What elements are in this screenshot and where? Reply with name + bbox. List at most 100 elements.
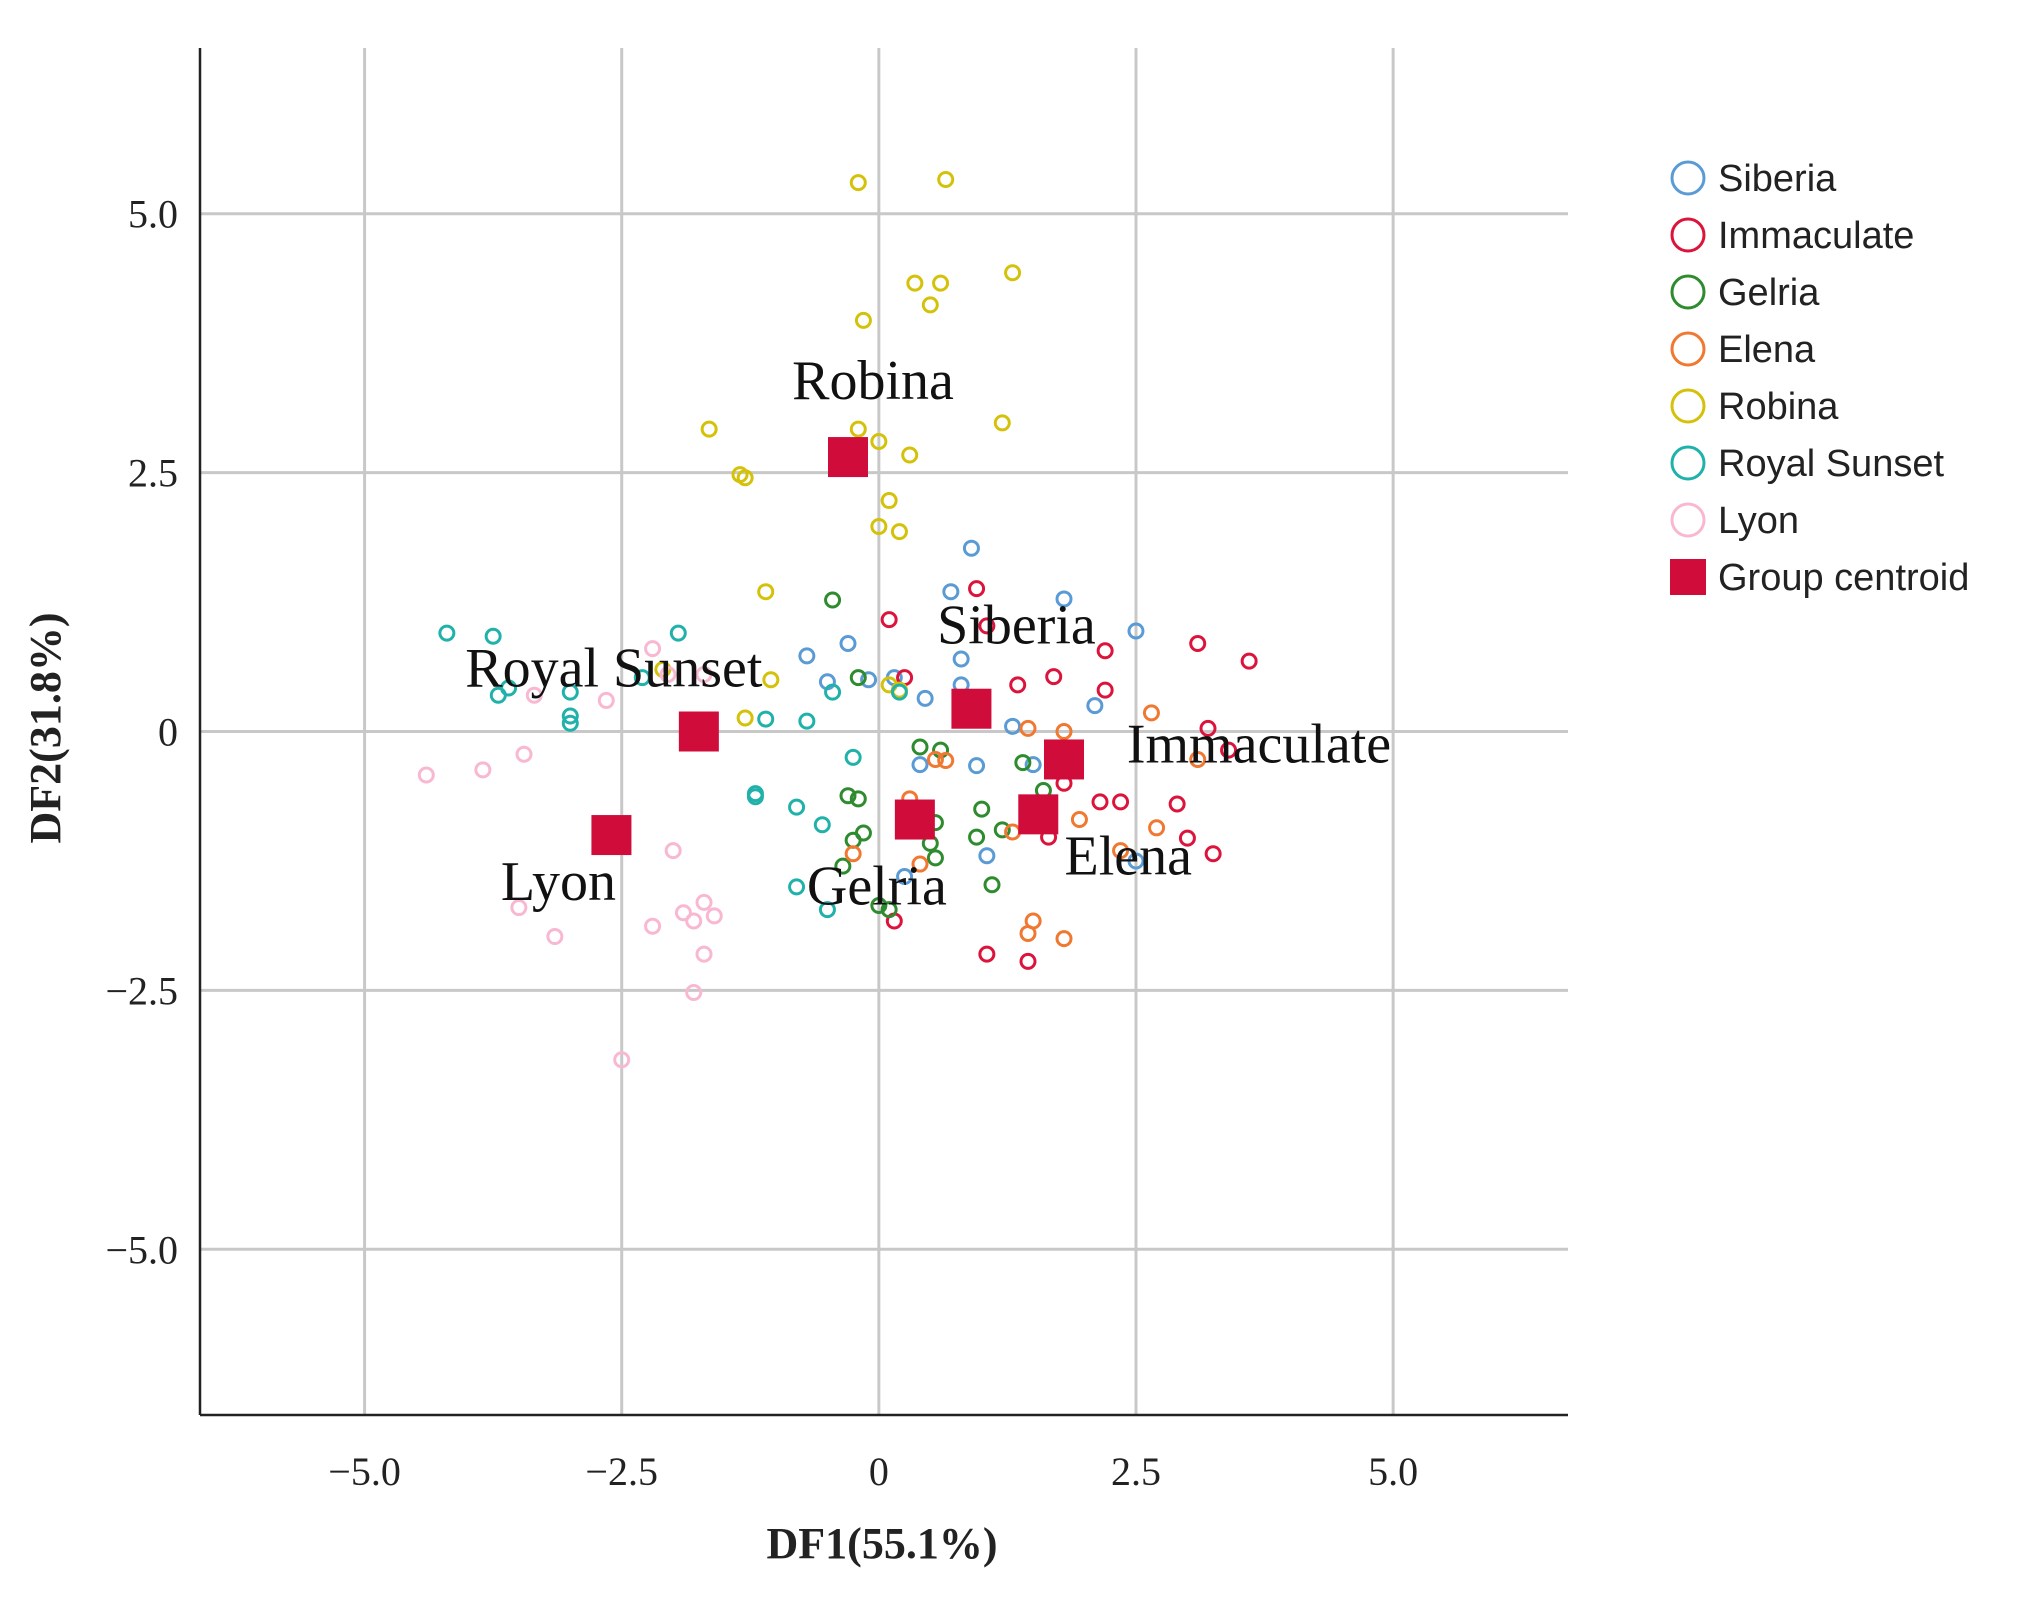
point-immaculate xyxy=(1009,676,1027,694)
point-elena xyxy=(844,845,862,863)
point-robina xyxy=(870,433,888,451)
point-gelria xyxy=(880,901,898,919)
point-gelria xyxy=(849,669,867,687)
point-immaculate xyxy=(978,617,996,635)
point-elena xyxy=(1019,719,1037,737)
point-elena xyxy=(1148,819,1166,837)
point-lyon xyxy=(685,912,703,930)
point-lyon xyxy=(644,917,662,935)
legend-label-elena: Elena xyxy=(1718,329,1816,371)
point-royal-sunset xyxy=(788,798,806,816)
point-immaculate xyxy=(1199,719,1217,737)
point-gelria xyxy=(839,787,857,805)
point-lyon xyxy=(417,766,435,784)
point-immaculate xyxy=(1189,634,1207,652)
point-siberia xyxy=(1055,590,1073,608)
centroid-robina xyxy=(828,437,868,478)
point-gelria xyxy=(849,790,867,808)
legend-label-group-centroid: Group centroid xyxy=(1718,557,1969,599)
point-robina xyxy=(870,517,888,535)
legend-label-robina: Robina xyxy=(1718,386,1839,428)
point-gelria xyxy=(834,857,852,875)
centroid-label-royal-sunset: Royal Sunset xyxy=(465,638,763,700)
point-robina xyxy=(849,174,867,192)
x-tick-label: −5.0 xyxy=(328,1449,401,1494)
point-siberia xyxy=(896,867,914,885)
point-lyon xyxy=(510,899,528,917)
point-royal-sunset xyxy=(561,714,579,732)
point-immaculate xyxy=(1096,642,1114,660)
x-tick-label: 5.0 xyxy=(1368,1449,1418,1494)
x-axis-title: DF1(55.1%) xyxy=(767,1519,998,1568)
point-lyon xyxy=(474,761,492,779)
point-elena xyxy=(926,750,944,768)
point-robina xyxy=(736,469,754,487)
point-lyon xyxy=(525,686,543,704)
point-immaculate xyxy=(1204,845,1222,863)
point-lyon xyxy=(674,904,692,922)
point-siberia xyxy=(968,757,986,775)
legend-marker-group-centroid xyxy=(1670,559,1706,595)
data-points xyxy=(417,171,1258,1069)
centroid-gelria xyxy=(894,799,935,840)
x-axis-ticks: −5.0 −2.5 0 2.5 5.0 xyxy=(328,1449,1418,1494)
point-siberia xyxy=(911,756,929,774)
point-siberia xyxy=(1086,697,1104,715)
point-royal-sunset xyxy=(757,710,775,728)
y-axis-ticks: 5.0 2.5 0 −2.5 −5.0 xyxy=(105,192,178,1273)
point-gelria xyxy=(973,800,991,818)
point-royal-sunset xyxy=(844,748,862,766)
point-royal-sunset xyxy=(438,624,456,642)
point-siberia xyxy=(798,647,816,665)
x-tick-label: 2.5 xyxy=(1111,1449,1161,1494)
point-robina xyxy=(700,420,718,438)
centroid-labels: Robina Royal Sunset Siberia Immaculate Lyon G… xyxy=(465,350,1391,917)
legend-label-siberia: Siberia xyxy=(1718,158,1837,200)
point-robina xyxy=(736,709,754,727)
point-lyon xyxy=(597,691,615,709)
point-lyon xyxy=(695,945,713,963)
point-elena xyxy=(1070,811,1088,829)
point-siberia xyxy=(1127,852,1145,870)
centroid-label-elena: Elena xyxy=(1065,825,1193,887)
y-tick-label: 0 xyxy=(158,710,178,755)
point-lyon xyxy=(685,983,703,1001)
legend-marker-gelria xyxy=(1670,274,1706,310)
centroid-label-siberia: Siberia xyxy=(937,595,1096,657)
point-robina xyxy=(1004,264,1022,282)
legend: Siberia Immaculate Gelria Elena Robina Royal … xyxy=(1670,158,1969,599)
point-robina xyxy=(654,660,672,678)
grid-lines xyxy=(200,48,1568,1415)
point-gelria xyxy=(1014,754,1032,772)
point-royal-sunset xyxy=(746,788,764,806)
x-tick-label: 0 xyxy=(869,1449,889,1494)
point-immaculate xyxy=(1091,793,1109,811)
point-gelria xyxy=(844,831,862,849)
point-robina xyxy=(757,583,775,601)
point-siberia xyxy=(1004,717,1022,735)
point-elena xyxy=(1142,704,1160,722)
legend-marker-elena xyxy=(1670,331,1706,367)
point-lyon xyxy=(695,893,713,911)
point-elena xyxy=(1112,842,1130,860)
point-immaculate xyxy=(1045,668,1063,686)
legend-label-royal-sunset: Royal Sunset xyxy=(1718,443,1944,485)
centroid-elena xyxy=(1018,794,1059,835)
centroid-label-immaculate: Immaculate xyxy=(1127,713,1391,775)
y-tick-label: −5.0 xyxy=(105,1227,178,1272)
point-lyon xyxy=(515,745,533,763)
point-immaculate xyxy=(1240,652,1258,670)
point-elena xyxy=(937,751,955,769)
point-immaculate xyxy=(1112,793,1130,811)
point-royal-sunset xyxy=(669,624,687,642)
legend-marker-royal-sunset xyxy=(1670,445,1706,481)
point-immaculate xyxy=(1220,741,1238,759)
point-siberia xyxy=(839,634,857,652)
point-robina xyxy=(921,296,939,314)
centroid-label-gelria: Gelria xyxy=(807,856,947,918)
point-royal-sunset xyxy=(788,878,806,896)
point-robina xyxy=(993,414,1011,432)
point-lyon xyxy=(546,928,564,946)
y-axis-title: DF2(31.8%) xyxy=(21,613,70,844)
point-gelria xyxy=(983,876,1001,894)
